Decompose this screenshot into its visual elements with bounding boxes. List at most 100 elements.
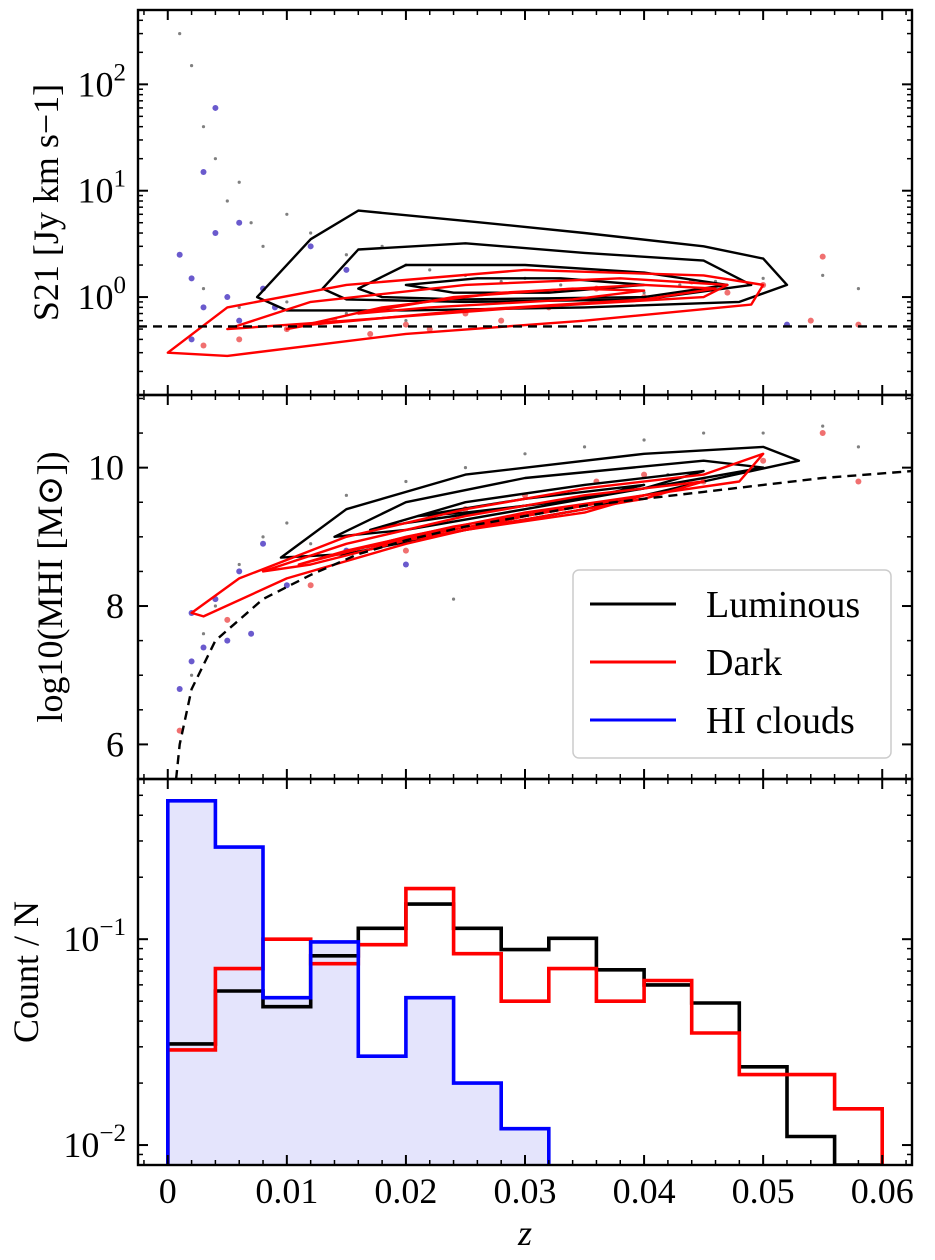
y-tick-label: 10−1	[63, 914, 126, 959]
scatter-point	[237, 180, 241, 184]
scatter-point	[201, 125, 206, 129]
contour-level	[321, 242, 753, 304]
y-tick-label: 8	[106, 586, 124, 626]
x-tick-label: 0.03	[494, 1171, 557, 1211]
scatter-point	[212, 230, 219, 237]
scatter-point	[819, 430, 826, 437]
y-tick-base: 10	[78, 171, 114, 211]
scatter-point	[856, 287, 861, 291]
scatter-point	[200, 644, 207, 651]
scatter-point	[404, 319, 408, 323]
scatter-point	[200, 304, 207, 311]
y-tick-label: 102	[78, 59, 127, 104]
y-tick-label: 101	[78, 166, 127, 211]
scatter-point	[402, 561, 409, 568]
scatter-point	[176, 686, 183, 693]
y-tick-exponent: 1	[114, 166, 127, 193]
scatter-dark	[176, 430, 862, 734]
y-tick-base: 10	[78, 64, 114, 104]
scatter-hi-clouds	[176, 540, 409, 693]
scatter-point	[188, 658, 195, 665]
scatter-point	[819, 253, 826, 260]
scatter-point	[344, 493, 348, 497]
scatter-point	[188, 275, 195, 282]
bottom-panel-plot	[166, 799, 884, 1165]
y-tick-label: 100	[78, 272, 127, 317]
scatter-point	[307, 243, 314, 250]
contour-dark	[190, 452, 765, 618]
scatter-point	[402, 547, 409, 554]
scatter-point	[261, 244, 265, 248]
scatter-point	[283, 582, 290, 589]
y-tick-exponent: −1	[99, 914, 126, 941]
scatter-point	[285, 300, 289, 304]
contour-level	[261, 480, 705, 573]
scatter-point	[343, 266, 350, 273]
scatter-point	[201, 632, 206, 636]
scatter-point	[236, 219, 243, 226]
scatter-point	[463, 466, 468, 470]
mass-limit-curve	[174, 469, 912, 779]
y-axis-label: Count / N	[6, 901, 46, 1043]
legend-label: HI clouds	[706, 700, 855, 742]
scatter-point	[224, 294, 231, 301]
scatter-point	[523, 452, 527, 456]
scatter-point	[856, 445, 861, 449]
scatter-point	[761, 276, 765, 280]
legend-label: Dark	[706, 642, 782, 684]
scatter-point	[237, 562, 241, 567]
scatter-point	[428, 268, 432, 272]
x-tick-label: 0.04	[613, 1171, 676, 1211]
scatter-point	[642, 438, 646, 442]
hist-luminous	[166, 902, 884, 1165]
scatter-point	[285, 521, 289, 525]
y-tick-base: 10	[63, 919, 99, 959]
scatter-point	[178, 31, 182, 36]
contour-level	[357, 287, 646, 315]
legend-label: Luminous	[706, 584, 860, 626]
hist-step-line	[166, 799, 551, 1165]
scatter-point	[367, 330, 374, 337]
scatter-point	[249, 221, 253, 225]
y-tick-exponent: 0	[114, 272, 127, 299]
contour-level	[369, 469, 705, 532]
scatter-point	[702, 431, 706, 435]
scatter-point	[761, 431, 765, 435]
top-panel-plot	[138, 31, 912, 358]
y-tick-exponent: −2	[99, 1120, 126, 1147]
x-tick-label: 0.01	[255, 1171, 318, 1211]
scatter-point	[821, 424, 825, 428]
scatter-point	[855, 478, 862, 485]
legend-box	[572, 569, 892, 759]
scatter-point	[285, 212, 289, 216]
scatter-point	[807, 317, 814, 324]
y-axis-label: log10(MHI [M⊙])	[30, 451, 70, 722]
scatter-point	[236, 317, 243, 324]
contour-level	[333, 459, 765, 538]
scatter-point	[260, 540, 267, 547]
axes-frame	[136, 8, 914, 397]
scatter-point	[344, 253, 348, 257]
legend: Luminous Dark HI clouds	[572, 569, 892, 759]
y-tick-label: 10	[88, 448, 124, 488]
y-tick-base: 10	[78, 277, 114, 317]
scatter-point	[451, 597, 456, 601]
x-axis-label: z	[517, 1213, 532, 1253]
scatter-point	[189, 64, 194, 68]
scatter-point	[248, 630, 255, 637]
x-tick-label: 0.06	[851, 1171, 914, 1211]
y-tick-label: 10−2	[63, 1120, 126, 1165]
scatter-point	[236, 568, 243, 575]
scatter-point	[224, 616, 231, 623]
scatter-point	[821, 273, 825, 277]
contour-level	[190, 452, 765, 618]
middle-panel-plot	[174, 424, 912, 779]
scatter-point	[724, 289, 731, 296]
scatter-point	[189, 673, 194, 677]
scatter-point	[176, 251, 183, 258]
scatter-point	[309, 231, 313, 235]
x-tick-label: 0.02	[374, 1171, 437, 1211]
scatter-point	[309, 542, 313, 546]
scatter-point	[236, 336, 243, 343]
y-axis-label: S21 [Jy km s−1]	[26, 84, 66, 321]
